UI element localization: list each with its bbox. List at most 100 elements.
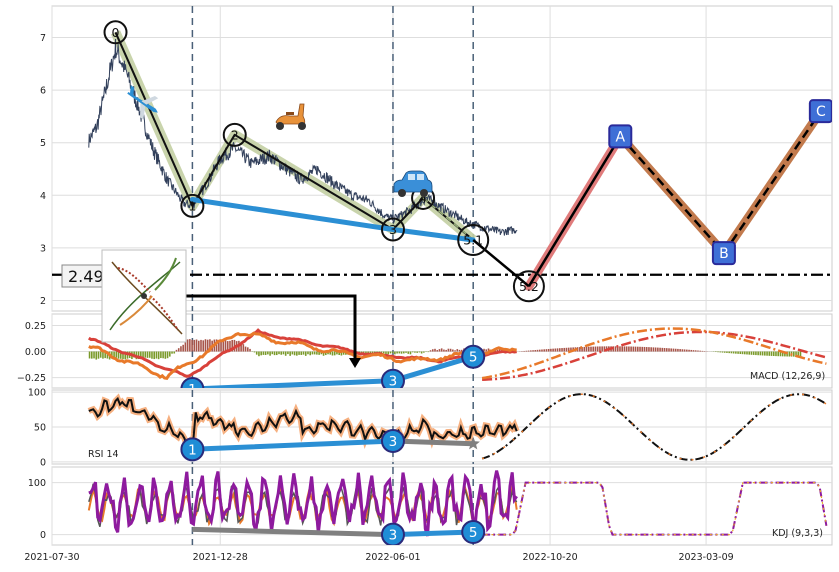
- macd-hist-bar: [430, 350, 432, 351]
- wave-point-label: 0: [112, 25, 120, 40]
- macd-hist-bar: [668, 348, 670, 351]
- macd-hist-bar: [762, 352, 764, 356]
- macd-hist-bar: [655, 347, 657, 351]
- macd-hist-bar: [650, 347, 652, 351]
- macd-hist-bar: [653, 347, 655, 351]
- y-tick-label: −0.25: [17, 373, 46, 384]
- macd-hist-bar: [757, 352, 759, 356]
- macd-hist-bar: [309, 352, 311, 356]
- plant-thumbnail-icon: [102, 250, 186, 342]
- macd-hist-bar: [396, 352, 398, 354]
- y-tick-label: 7: [40, 33, 46, 44]
- macd-hist-bar: [245, 347, 247, 352]
- macd-hist-bar: [619, 346, 621, 351]
- projection-label: C: [816, 104, 826, 120]
- kdj-trend-line: [393, 532, 473, 535]
- macd-hist-bar: [185, 343, 187, 352]
- macd-hist-bar: [584, 347, 586, 352]
- macd-hist-bar: [768, 352, 770, 356]
- macd-hist-bar: [541, 349, 543, 351]
- macd-hist-bar: [777, 352, 779, 357]
- kdj-label: KDJ (9,3,3): [772, 528, 823, 539]
- indicator-marker-label: 1: [188, 442, 197, 458]
- x-tick-label: 2022-10-20: [522, 552, 577, 563]
- macd-hist-bar: [441, 348, 443, 351]
- macd-hist-bar: [735, 352, 737, 354]
- macd-hist-bar: [592, 347, 594, 352]
- macd-hist-bar: [269, 352, 271, 356]
- macd-hist-bar: [394, 352, 396, 355]
- macd-hist-bar: [287, 352, 289, 355]
- macd-hist-bar: [679, 349, 681, 351]
- macd-hist-bar: [194, 340, 196, 352]
- y-tick-label: 50: [34, 423, 46, 434]
- macd-hist-bar: [755, 352, 757, 356]
- macd-hist-bar: [147, 352, 149, 358]
- macd-hist-bar: [726, 352, 728, 353]
- macd-hist-bar: [557, 348, 559, 351]
- indicator-marker-label: 3: [389, 374, 398, 390]
- macd-hist-bar: [664, 348, 666, 352]
- macd-hist-bar: [191, 340, 193, 352]
- macd-hist-bar: [423, 352, 425, 353]
- macd-hist-bar: [753, 352, 755, 355]
- macd-hist-bar: [390, 352, 392, 354]
- y-tick-label: 0.00: [25, 347, 46, 358]
- macd-hist-bar: [392, 352, 394, 354]
- macd-hist-bar: [419, 352, 421, 353]
- macd-hist-bar: [403, 352, 405, 354]
- macd-hist-bar: [445, 350, 447, 352]
- macd-hist-bar: [158, 352, 160, 360]
- macd-hist-bar: [789, 352, 791, 357]
- macd-hist-bar: [775, 352, 777, 357]
- macd-hist-bar: [149, 352, 151, 358]
- macd-hist-bar: [412, 352, 414, 353]
- macd-hist-bar: [153, 352, 155, 360]
- macd-hist-bar: [724, 352, 726, 353]
- macd-hist-bar: [410, 352, 412, 355]
- macd-hist-bar: [702, 351, 704, 352]
- macd-hist-bar: [434, 349, 436, 352]
- macd-hist-bar: [263, 352, 265, 355]
- macd-hist-bar: [405, 352, 407, 353]
- macd-hist-bar: [312, 352, 314, 355]
- macd-hist-bar: [722, 352, 724, 353]
- wave-point-label: 5.2: [519, 279, 539, 294]
- x-tick-label: 2021-12-28: [193, 552, 248, 563]
- macd-hist-bar: [590, 347, 592, 352]
- indicator-marker-label: 5: [469, 525, 478, 541]
- macd-hist-bar: [539, 350, 541, 352]
- macd-hist-bar: [633, 347, 635, 352]
- macd-hist-bar: [436, 350, 438, 351]
- macd-hist-bar: [200, 340, 202, 352]
- y-tick-label: 100: [28, 478, 46, 489]
- macd-hist-bar: [561, 348, 563, 351]
- macd-hist-bar: [300, 352, 302, 355]
- macd-hist-bar: [307, 352, 309, 355]
- macd-hist-bar: [189, 339, 191, 351]
- macd-hist-bar: [267, 352, 269, 355]
- macd-hist-bar: [528, 351, 530, 352]
- y-tick-label: 2: [40, 296, 46, 307]
- macd-hist-bar: [537, 350, 539, 352]
- macd-hist-bar: [751, 352, 753, 355]
- wave-point-label: 3: [389, 222, 397, 237]
- macd-hist-bar: [401, 352, 403, 354]
- macd-hist-bar: [644, 347, 646, 352]
- rsi-label: RSI 14: [88, 449, 119, 460]
- macd-hist-bar: [93, 352, 95, 359]
- macd-hist-bar: [316, 352, 318, 355]
- macd-hist-bar: [662, 348, 664, 352]
- x-tick-label: 2022-06-01: [365, 552, 420, 563]
- macd-hist-bar: [144, 352, 146, 358]
- macd-hist-bar: [461, 350, 463, 352]
- macd-hist-bar: [289, 352, 291, 356]
- macd-hist-bar: [173, 352, 175, 354]
- macd-hist-bar: [760, 352, 762, 356]
- macd-hist-bar: [742, 352, 744, 355]
- macd-hist-bar: [276, 352, 278, 356]
- macd-hist-bar: [421, 352, 423, 354]
- macd-hist-bar: [744, 352, 746, 355]
- macd-hist-bar: [265, 352, 267, 355]
- macd-hist-bar: [205, 339, 207, 351]
